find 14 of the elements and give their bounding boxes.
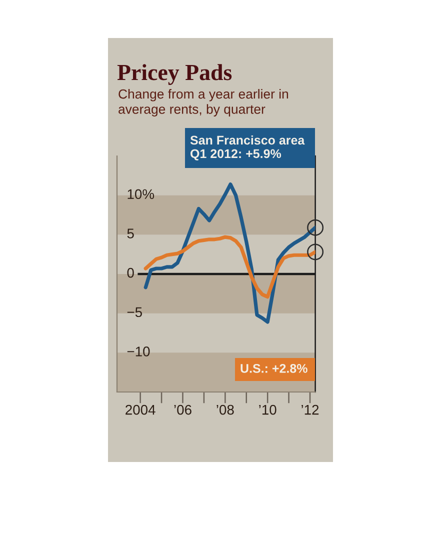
x-tick-label: ’08: [216, 404, 234, 415]
chart-title: Pricey Pads: [117, 64, 232, 85]
y-tick-label: 0: [127, 268, 134, 278]
annotation: San Francisco area Q1 2012: +5.9%: [190, 135, 305, 160]
x-tick-label: ’12: [302, 404, 319, 415]
y-tick-label: 5: [127, 228, 134, 238]
x-tick-label: 2004: [126, 404, 156, 415]
y-tick-label: −5: [127, 307, 142, 318]
y-tick-label: 10%: [128, 189, 154, 200]
y-tick-label: −10: [127, 346, 150, 356]
x-tick-label: ’10: [259, 404, 276, 415]
x-tick-label: ’06: [174, 404, 192, 415]
annotation: U.S.: +2.8%: [240, 364, 308, 373]
chart-subtitle: Change from a year earlier in average rents, by quarter: [118, 89, 288, 116]
